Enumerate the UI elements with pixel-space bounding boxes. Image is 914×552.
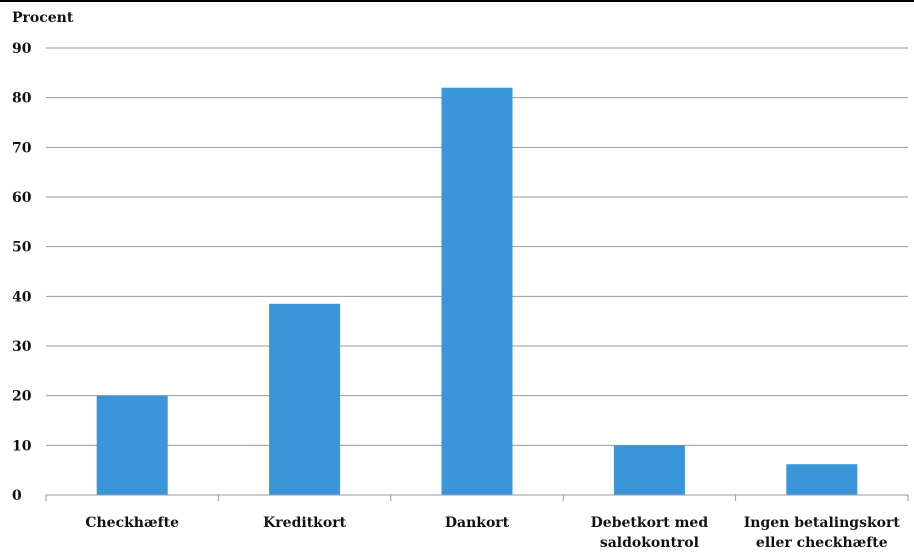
x-axis: [45, 494, 909, 501]
y-tick-label: 90: [12, 41, 32, 57]
x-tick-label: Checkhæfte: [85, 515, 179, 531]
x-tick-label-line: Checkhæfte: [85, 515, 179, 531]
x-tick-label-line: Debetkort med: [591, 515, 709, 531]
bar: [786, 464, 858, 495]
bars: [96, 87, 858, 495]
y-tick-label: 40: [12, 289, 32, 305]
x-tick-label-line: saldokontrol: [600, 535, 699, 551]
x-tick-label-line: Ingen betalingskort: [744, 515, 901, 531]
x-tick-label-line: eller checkhæfte: [756, 535, 888, 551]
bar: [441, 87, 513, 495]
y-tick-label: 30: [12, 339, 32, 355]
y-tick-label: 70: [12, 140, 32, 156]
x-tick-label-line: Kreditkort: [263, 515, 346, 531]
y-tick-label: 50: [12, 240, 32, 256]
y-tick-label: 10: [12, 438, 32, 454]
x-tick-label: Kreditkort: [263, 515, 346, 531]
y-tick-label: 0: [12, 488, 22, 504]
y-tick-label: 60: [12, 190, 32, 206]
y-tick-label: 20: [12, 389, 32, 405]
y-axis-label: Procent: [12, 10, 74, 26]
y-tick-labels: 0 10 20 30 40 50 60 70 80 90: [12, 41, 32, 504]
bar: [96, 395, 168, 495]
top-rule: [0, 0, 914, 2]
bar: [269, 303, 341, 495]
x-tick-labels: Checkhæfte Kreditkort Dankort Debetkort med…: [85, 515, 900, 551]
bar: [613, 445, 685, 495]
x-tick-label-line: Dankort: [445, 515, 510, 531]
x-tick-label: Debetkort med saldokontrol: [591, 515, 709, 551]
x-tick-label: Dankort: [445, 515, 510, 531]
x-tick-label: Ingen betalingskort eller checkhæfte: [744, 515, 901, 551]
gridlines: [46, 47, 908, 446]
y-tick-label: 80: [12, 91, 32, 107]
